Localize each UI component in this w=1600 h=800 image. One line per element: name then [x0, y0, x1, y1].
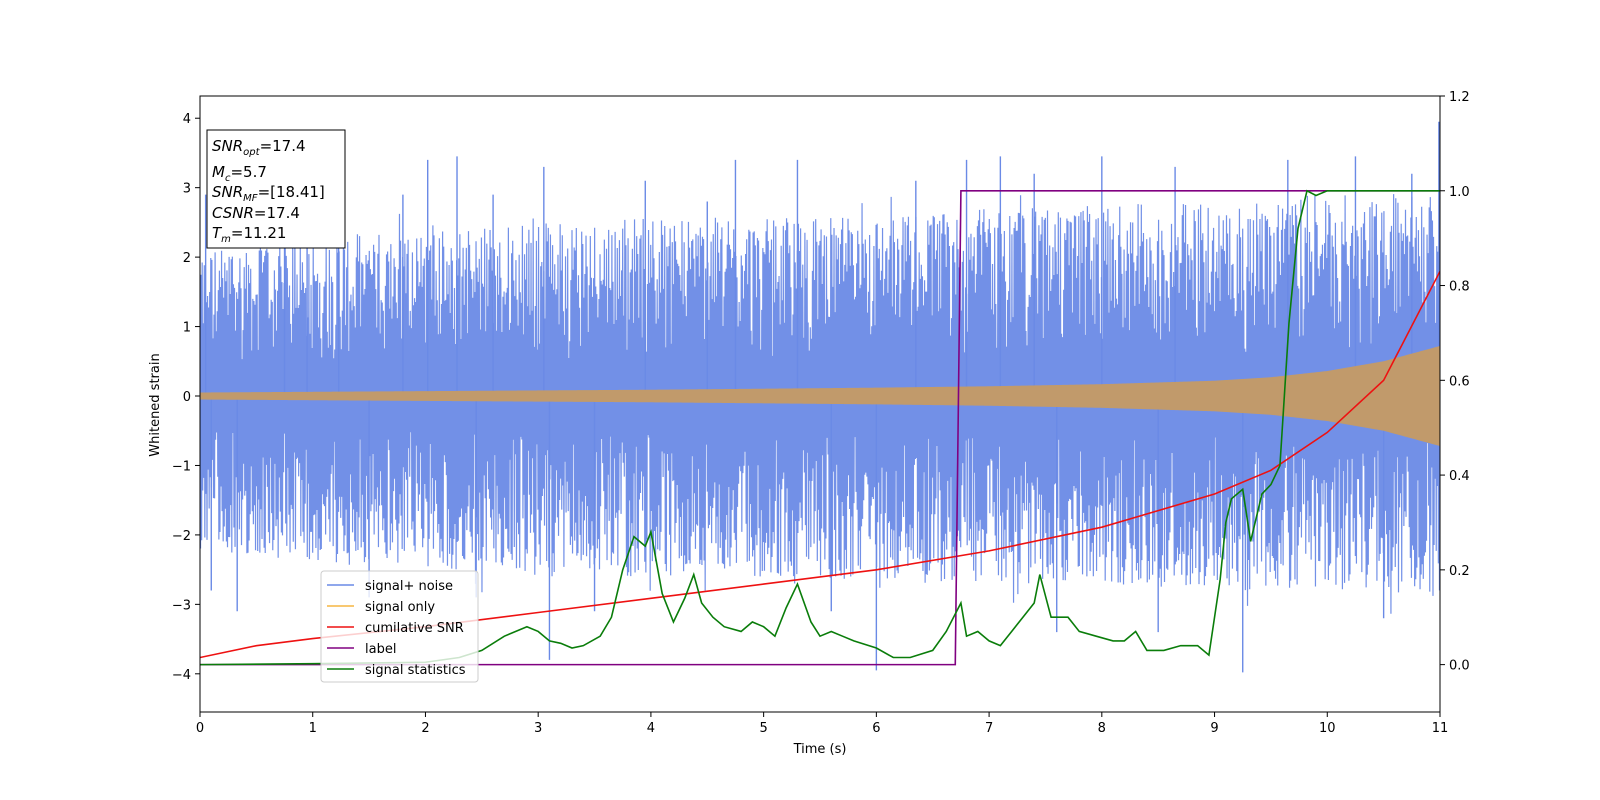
y-left-tick-label: 1	[183, 321, 191, 336]
legend-entry-signal-statistics: signal statistics	[327, 663, 466, 678]
y-left-tick-label: −1	[172, 459, 191, 474]
legend-entry-cumulative-snr: cumilative SNR	[327, 621, 464, 636]
y-left-tick-label: 2	[183, 251, 191, 266]
y-right-tick-label: 1.0	[1449, 185, 1470, 200]
signal-statistics-line	[200, 189, 1440, 666]
annotation-tm: Tm=11.21	[212, 224, 286, 245]
y-right-tick-label: 1.2	[1449, 90, 1470, 105]
y-left-axis-ticks: −4 −3 −2 −1 0 1 2 3 4	[172, 112, 200, 683]
legend-label-signal-statistics: signal statistics	[365, 663, 466, 678]
y-left-tick-label: −2	[172, 529, 191, 544]
y-right-tick-label: 0.0	[1449, 659, 1470, 674]
x-tick-label: 4	[647, 721, 655, 736]
annotation-snr-opt: SNRopt=17.4	[212, 137, 306, 158]
x-tick-label: 1	[309, 721, 317, 736]
y-right-tick-label: 0.4	[1449, 469, 1470, 484]
x-tick-label: 7	[985, 721, 993, 736]
legend-label-cumulative-snr: cumilative SNR	[365, 621, 464, 636]
y-right-tick-label: 0.6	[1449, 374, 1470, 389]
label-line	[200, 189, 1440, 666]
x-tick-label: 6	[872, 721, 880, 736]
legend-label-signal-only: signal only	[365, 600, 435, 615]
y-left-tick-label: −4	[172, 668, 191, 683]
plot-frame	[199, 95, 1441, 713]
y-left-axis-label: Whitened strain	[148, 353, 163, 456]
x-tick-label: 0	[196, 721, 204, 736]
signal-only-trace	[200, 346, 1440, 446]
legend-entry-label: label	[327, 642, 396, 657]
legend: signal+ noise signal only cumilative SNR…	[320, 570, 479, 683]
y-left-tick-label: 4	[183, 112, 191, 127]
legend-entry-signal-noise: signal+ noise	[327, 579, 453, 594]
x-tick-label: 11	[1432, 721, 1449, 736]
y-right-tick-label: 0.2	[1449, 564, 1470, 579]
y-right-axis-ticks: 0.0 0.2 0.4 0.6 0.8 1.0 1.2	[1440, 90, 1470, 674]
legend-entry-signal-only: signal only	[327, 600, 435, 615]
signal-noise-series	[200, 121, 1440, 673]
legend-label-signal-noise: signal+ noise	[365, 579, 453, 594]
x-tick-label: 5	[759, 721, 767, 736]
annotation-mc: Mc=5.7	[212, 163, 267, 184]
y-left-tick-label: 3	[183, 182, 191, 197]
x-tick-label: 3	[534, 721, 542, 736]
legend-label-label: label	[365, 642, 396, 657]
y-left-tick-label: −3	[172, 598, 191, 613]
signal-only-series	[200, 346, 1440, 446]
x-tick-label: 9	[1210, 721, 1218, 736]
y-left-tick-label: 0	[183, 390, 191, 405]
x-tick-label: 8	[1098, 721, 1106, 736]
annotation-csnr: CSNR=17.4	[212, 204, 300, 222]
x-tick-label: 10	[1319, 721, 1336, 736]
x-axis-ticks: 0 1 2 3 4 5 6 7 8 9 10 11	[196, 712, 1448, 736]
y-right-tick-label: 0.8	[1449, 280, 1470, 295]
x-tick-label: 2	[421, 721, 429, 736]
x-axis-label: Time (s)	[793, 742, 847, 757]
annotation-box: SNRopt=17.4 Mc=5.7 SNRMF=[18.41] CSNR=17…	[206, 129, 346, 249]
annotation-snr-mf: SNRMF=[18.41]	[212, 183, 325, 204]
